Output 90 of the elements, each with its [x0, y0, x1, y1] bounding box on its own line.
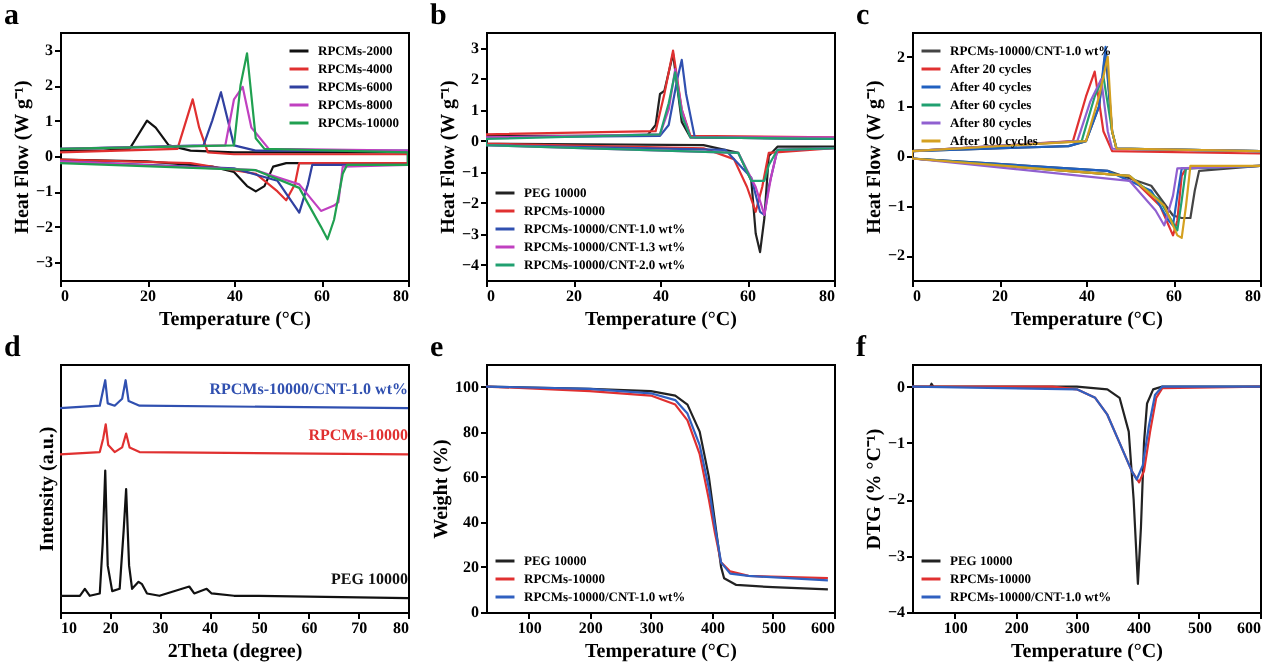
y-tick-label: 2 — [897, 47, 905, 66]
x-tick-label: 60 — [314, 287, 330, 305]
y-tick-label: 20 — [463, 557, 479, 576]
x-tick-label: 0 — [913, 287, 921, 305]
x-tick-label: 60 — [740, 287, 756, 305]
x-tick-label: 40 — [653, 287, 669, 305]
x-axis-title: 2Theta (degree) — [167, 641, 303, 663]
y-axis-title: Heat Flow (W g⁻¹) — [863, 80, 886, 234]
y-tick-label: −2 — [35, 217, 53, 236]
x-tick-label: 60 — [1166, 287, 1182, 305]
x-tick-label: 80 — [393, 619, 409, 637]
x-tick-label: 80 — [1245, 287, 1261, 305]
x-tick-label: 0 — [487, 287, 495, 305]
y-tick-label: 2 — [45, 76, 53, 95]
y-tick-label: 0 — [471, 131, 479, 150]
y-tick-label: 100 — [455, 377, 479, 396]
y-tick-label: 3 — [45, 40, 53, 59]
y-tick-label: 0 — [45, 147, 53, 165]
x-axis-title: Temperature (°C) — [585, 641, 737, 663]
x-tick-label: 300 — [639, 619, 664, 637]
y-tick-label: 0 — [897, 377, 905, 396]
x-tick-label: 200 — [1004, 619, 1029, 637]
x-tick-label: 80 — [819, 287, 835, 305]
chart-title: d — [4, 332, 22, 364]
y-tick-label: −2 — [887, 246, 905, 265]
series-label: RPCMs-10000 — [308, 426, 408, 445]
y-tick-label: 2 — [471, 69, 479, 88]
x-tick-label: 80 — [393, 287, 409, 305]
x-tick-label: 50 — [251, 619, 268, 637]
y-axis-title: Weight (%) — [431, 439, 453, 539]
y-tick-label: −3 — [461, 224, 479, 243]
x-axis-title: Temperature (°C) — [1011, 309, 1163, 331]
y-tick-label: 3 — [471, 38, 479, 57]
line-series — [486, 71, 834, 182]
x-tick-label: 20 — [102, 619, 119, 637]
x-tick-label: 200 — [578, 619, 603, 637]
x-tick-label: 500 — [1187, 619, 1212, 637]
y-tick-label: −1 — [887, 433, 905, 452]
x-tick-label: 40 — [202, 619, 219, 637]
y-tick-label: −2 — [887, 490, 905, 509]
x-tick-label: 500 — [761, 619, 786, 637]
y-tick-label: −1 — [35, 182, 53, 201]
y-tick-label: −3 — [887, 546, 905, 565]
series-label: PEG 10000 — [331, 570, 408, 589]
x-tick-label: 30 — [152, 619, 169, 637]
chart-title: f — [856, 332, 868, 364]
chart-title: c — [856, 0, 870, 32]
y-tick-label: 0 — [897, 147, 905, 165]
y-axis-title: Intensity (a.u.) — [37, 426, 59, 552]
series-label: RPCMs-10000/CNT-1.0 wt% — [209, 380, 408, 399]
x-tick-label: 100 — [517, 619, 542, 637]
y-tick-label: 80 — [463, 422, 479, 441]
chart-title: a — [4, 0, 20, 32]
y-tick-label: 60 — [463, 467, 479, 486]
x-tick-label: 100 — [943, 619, 968, 637]
x-tick-label: 400 — [700, 619, 725, 637]
x-tick-label: 40 — [227, 287, 243, 305]
line-series — [60, 98, 408, 202]
y-axis-title: Heat Flow (W g⁻¹) — [437, 80, 460, 234]
y-tick-label: 1 — [897, 97, 905, 116]
x-tick-label: 400 — [1126, 619, 1151, 637]
x-tick-label: 600 — [1237, 619, 1261, 637]
y-axis-title: Heat Flow (W g⁻¹) — [11, 80, 34, 234]
x-tick-label: 40 — [1079, 287, 1095, 305]
y-tick-label: 1 — [45, 111, 53, 130]
y-axis-title: DTG (% °C⁻¹) — [863, 428, 886, 550]
x-axis-title: Temperature (°C) — [585, 309, 737, 331]
y-tick-label: −3 — [35, 253, 53, 272]
x-tick-label: 20 — [140, 287, 156, 305]
x-tick-label: 300 — [1065, 619, 1090, 637]
chart-title: b — [430, 0, 447, 32]
line-series — [60, 52, 408, 241]
x-tick-label: 0 — [61, 287, 69, 305]
x-tick-label: 20 — [566, 287, 582, 305]
y-tick-label: −4 — [461, 255, 479, 274]
y-tick-label: −2 — [461, 193, 479, 212]
y-tick-label: −1 — [461, 162, 479, 181]
y-tick-label: 40 — [463, 512, 479, 531]
x-tick-label: 600 — [811, 619, 835, 637]
x-tick-label: 70 — [351, 619, 368, 637]
y-tick-label: 1 — [471, 100, 479, 119]
chart-title: e — [430, 332, 444, 364]
x-tick-label: 60 — [301, 619, 318, 637]
x-axis-title: Temperature (°C) — [159, 309, 311, 331]
y-tick-label: −1 — [887, 196, 905, 215]
x-axis-title: Temperature (°C) — [1011, 641, 1163, 663]
y-tick-label: −4 — [887, 603, 905, 621]
x-tick-label: 20 — [992, 287, 1008, 305]
y-tick-label: 0 — [471, 603, 479, 621]
x-tick-label: 10 — [61, 619, 77, 637]
